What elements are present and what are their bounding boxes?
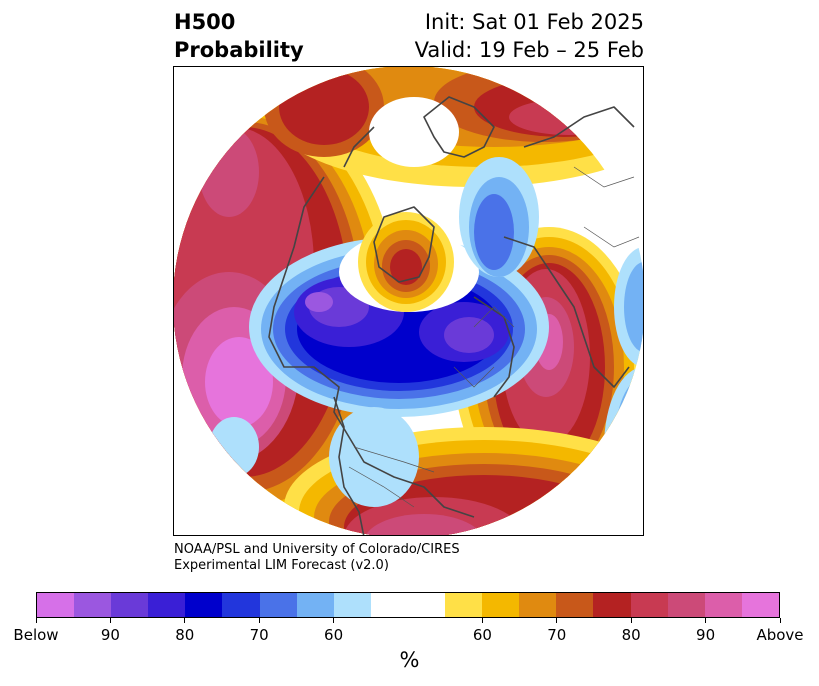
credit-line1: NOAA/PSL and University of Colorado/CIRE… <box>174 542 460 557</box>
colorbar-tick-label: 90 <box>100 626 120 644</box>
colorbar-segment <box>407 593 446 617</box>
probability-map-svg <box>174 67 643 535</box>
colorbar-unit: % <box>399 648 420 672</box>
borders <box>348 166 640 508</box>
valid-range: Valid: 19 Feb – 25 Feb <box>414 38 644 62</box>
colorbar-tick <box>481 618 483 623</box>
colorbar-tick-label: 70 <box>547 626 567 644</box>
colorbar-tick <box>109 618 111 623</box>
colorbar-segment <box>741 593 779 617</box>
colorbar-segment <box>556 593 594 617</box>
colorbar-segment <box>222 593 260 617</box>
credit-text: NOAA/PSL and University of Colorado/CIRE… <box>174 542 460 574</box>
title-variable: H500 <box>174 10 236 34</box>
colorbar-segment <box>111 593 149 617</box>
title-type: Probability <box>174 38 304 62</box>
init-date: Init: Sat 01 Feb 2025 <box>424 10 644 34</box>
colorbar-segment <box>445 593 483 617</box>
colorbar-tick-label: 80 <box>175 626 195 644</box>
colorbar-segment <box>667 593 705 617</box>
colorbar <box>36 592 780 618</box>
colorbar-segment <box>630 593 668 617</box>
anomaly-siberia-trough <box>459 157 539 277</box>
colorbar-ticks <box>35 618 781 624</box>
colorbar-tick-label: 80 <box>621 626 641 644</box>
colorbar-segment <box>185 593 223 617</box>
chart-dates: Init: Sat 01 Feb 2025 Valid: 19 Feb – 25… <box>415 8 644 64</box>
anomaly-greenland-ridge <box>339 212 479 312</box>
colorbar-tick <box>333 618 335 623</box>
colorbar-tick-label: Above <box>756 626 804 644</box>
colorbar-segment <box>593 593 631 617</box>
colorbar-tick <box>184 618 186 623</box>
colorbar-segment <box>74 593 112 617</box>
polar-map <box>173 66 644 536</box>
colorbar-tick-label: 60 <box>472 626 492 644</box>
colorbar-segment <box>333 593 371 617</box>
colorbar-segment <box>148 593 186 617</box>
colorbar-segment <box>37 593 75 617</box>
colorbar-tick-label: 60 <box>324 626 344 644</box>
credit-line2: Experimental LIM Forecast (v2.0) <box>174 558 389 573</box>
colorbar-segment <box>482 593 520 617</box>
colorbar-segment <box>259 593 297 617</box>
chart-title: H500 Probability <box>174 8 304 64</box>
colorbar-segment <box>370 593 408 617</box>
coastlines <box>268 96 635 535</box>
colorbar-tick <box>779 618 781 623</box>
colorbar-tick <box>258 618 260 623</box>
colorbar-tick-label: 70 <box>249 626 269 644</box>
colorbar-tick-label: 90 <box>696 626 716 644</box>
colorbar-labels: Below 90 80 70 60 60 70 80 90 Above <box>13 626 803 646</box>
colorbar-segment <box>704 593 742 617</box>
colorbar-tick <box>630 618 632 623</box>
colorbar-segment <box>296 593 334 617</box>
probability-field <box>174 67 643 535</box>
colorbar-tick <box>35 618 37 623</box>
colorbar-tick-label: Below <box>13 626 59 644</box>
colorbar-tick <box>556 618 558 623</box>
colorbar-tick <box>705 618 707 623</box>
colorbar-segment <box>519 593 557 617</box>
